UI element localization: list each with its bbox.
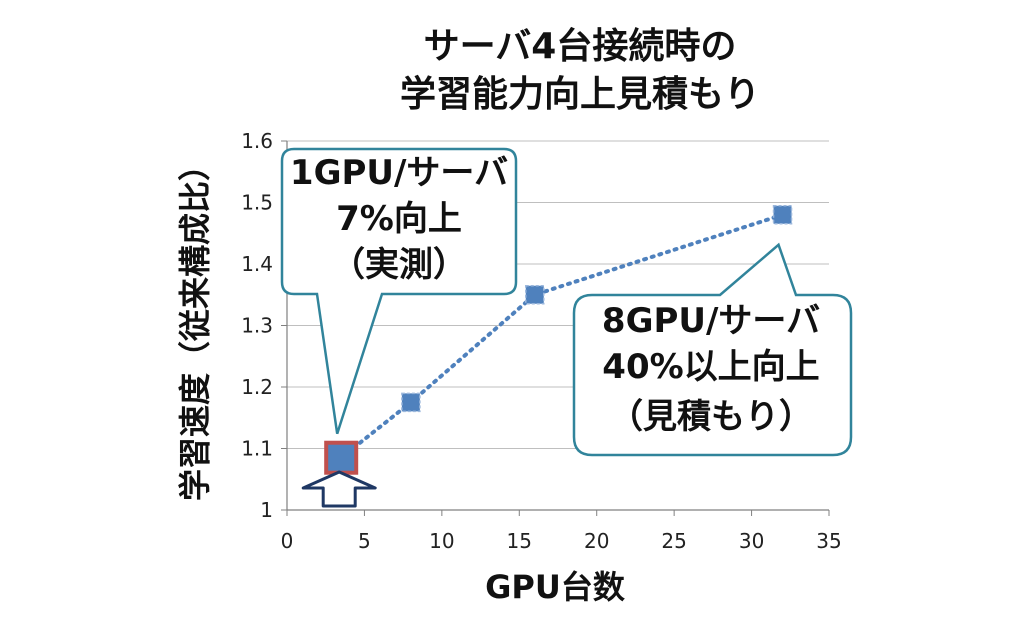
- y-tick-label: 1.5: [241, 191, 273, 215]
- data-point: [525, 285, 545, 305]
- series: [324, 205, 793, 475]
- series-line: [339, 212, 785, 460]
- callout-estimated-line-3: （見積もり）: [609, 397, 813, 437]
- y-tick-label: 1: [260, 498, 273, 522]
- callout-estimated-shape: [572, 242, 853, 457]
- x-tick-labels: 0 5 10 15 20 25 30 35: [281, 529, 842, 553]
- x-tick-label: 25: [661, 529, 686, 553]
- callout-measured-shape: [280, 147, 518, 435]
- data-point: [401, 392, 421, 413]
- x-tick-label: 15: [507, 529, 532, 553]
- data-point-highlighted: [324, 440, 359, 475]
- callout-estimated-line-1: 8GPU/サーバ: [602, 301, 820, 341]
- y-tick-label: 1.6: [241, 129, 273, 153]
- x-tick-label: 10: [429, 529, 454, 553]
- x-tick-label: 5: [358, 529, 371, 553]
- y-tick-label: 1.2: [241, 375, 273, 399]
- callout-measured-line-1: 1GPU/サーバ: [290, 153, 508, 193]
- callout-measured-line-3: （実測）: [331, 245, 467, 285]
- x-tick-label: 0: [281, 529, 294, 553]
- callout-estimated-line-2: 40%以上向上: [602, 347, 819, 387]
- chart-title-line-1: サーバ4台接続時の: [424, 26, 737, 67]
- y-axis-title: 学習速度（従来構成比）: [176, 149, 214, 501]
- up-arrow-icon: [301, 470, 377, 508]
- y-tick-labels: 1 1.1 1.2 1.3 1.4 1.5 1.6: [241, 129, 273, 522]
- x-tick-label: 30: [739, 529, 764, 553]
- callout-measured-line-2: 7%向上: [336, 199, 462, 239]
- chart-title-line-2: 学習能力向上見積もり: [400, 73, 760, 115]
- y-tick-label: 1.1: [241, 437, 273, 461]
- x-axis-title: GPU台数: [485, 568, 626, 606]
- x-tick-label: 20: [584, 529, 609, 553]
- x-tick-label: 35: [816, 529, 841, 553]
- callout-measured: 1GPU/サーバ 7%向上 （実測）: [280, 147, 518, 435]
- y-tick-label: 1.4: [241, 252, 273, 276]
- callout-estimated: 8GPU/サーバ 40%以上向上 （見積もり）: [572, 242, 853, 457]
- data-point: [772, 205, 793, 225]
- y-tick-label: 1.3: [241, 314, 273, 338]
